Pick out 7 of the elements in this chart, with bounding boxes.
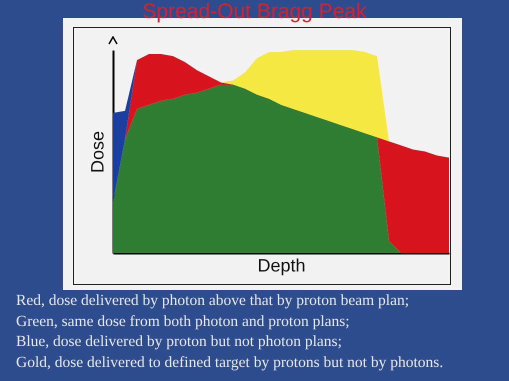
text: Red, dose delivered by photon above that by proton beam plan; [16, 291, 410, 311]
text: Green, same dose from both photon and proton plans; [16, 312, 351, 332]
text: Gold, dose delivered to defined target by protons but not by photons. [16, 352, 444, 372]
chart-title: Spread-Out Bragg Peak [141, 0, 368, 24]
y-axis-title: Dose [88, 130, 108, 174]
x-axis-title: Depth [257, 256, 306, 276]
text: Blue, dose delivered by proton but not photon plans; [16, 332, 343, 352]
